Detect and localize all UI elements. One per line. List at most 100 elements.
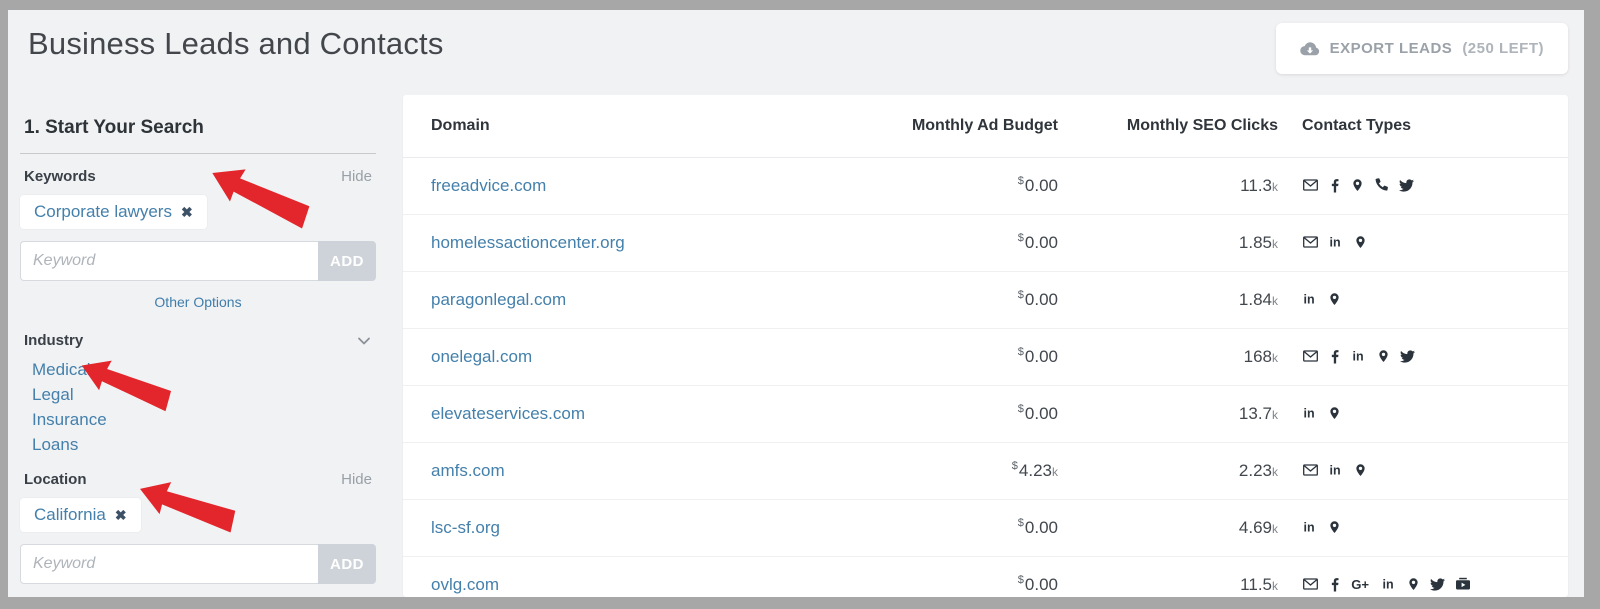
domain-link[interactable]: onelegal.com xyxy=(431,346,533,366)
google-plus-icon: G+ xyxy=(1351,577,1372,592)
svg-text:in: in xyxy=(1353,350,1364,364)
ad-budget-value: $0.00 xyxy=(883,556,1058,597)
email-icon xyxy=(1302,177,1319,193)
domain-link[interactable]: freeadvice.com xyxy=(431,175,547,195)
keyword-add-button[interactable]: ADD xyxy=(318,241,376,281)
domain-link[interactable]: ovlg.com xyxy=(431,574,500,594)
location-add-button[interactable]: ADD xyxy=(318,544,376,584)
linkedin-icon: in xyxy=(1328,462,1345,478)
other-options-link[interactable]: Other Options xyxy=(154,294,242,310)
page-title: Business Leads and Contacts xyxy=(28,26,444,61)
table-row: amfs.com $4.23k 2.23k in xyxy=(403,442,1568,500)
linkedin-icon: in xyxy=(1351,348,1368,364)
search-heading: 1. Start Your Search xyxy=(24,117,204,138)
table-row: paragonlegal.com $0.00 1.84k in xyxy=(403,271,1568,329)
table-row: lsc-sf.org $0.00 4.69k in xyxy=(403,499,1568,557)
contact-types: in xyxy=(1278,214,1568,272)
domain-link[interactable]: paragonlegal.com xyxy=(431,289,567,309)
location-hide-link[interactable]: Hide xyxy=(341,471,372,488)
location-pin-icon xyxy=(1407,576,1420,592)
linkedin-icon: in xyxy=(1328,234,1345,250)
search-sidebar: 1. Start Your Search Keywords Hide Corpo… xyxy=(20,95,376,584)
leads-table: Domain Monthly Ad Budget Monthly SEO Cli… xyxy=(403,95,1568,597)
seo-clicks-value: 11.3k xyxy=(1058,157,1278,215)
location-label: Location xyxy=(24,471,87,488)
export-leads-count: (250 LEFT) xyxy=(1462,40,1544,57)
facebook-icon xyxy=(1328,349,1342,364)
location-pin-icon xyxy=(1354,234,1367,250)
seo-clicks-value: 11.5k xyxy=(1058,556,1278,597)
table-body: freeadvice.com $0.00 11.3k homelessactionce… xyxy=(403,157,1568,597)
location-input-row: ADD xyxy=(20,544,376,584)
email-icon xyxy=(1302,348,1319,364)
phone-icon xyxy=(1373,177,1389,193)
ad-budget-value: $0.00 xyxy=(883,385,1058,443)
seo-clicks-value: 1.85k xyxy=(1058,214,1278,272)
x-icon[interactable]: ✖ xyxy=(114,507,127,523)
location-pin-icon xyxy=(1351,177,1364,193)
export-leads-button[interactable]: EXPORT LEADS (250 LEFT) xyxy=(1275,23,1568,74)
location-pin-icon xyxy=(1328,405,1341,421)
table-header-row: Domain Monthly Ad Budget Monthly SEO Cli… xyxy=(403,95,1568,158)
location-pin-icon xyxy=(1377,348,1390,364)
location-pin-icon xyxy=(1354,462,1367,478)
table-row: ovlg.com $0.00 11.5k G+ in xyxy=(403,556,1568,597)
location-pin-icon xyxy=(1328,291,1341,307)
twitter-icon xyxy=(1398,178,1415,193)
domain-link[interactable]: lsc-sf.org xyxy=(431,517,500,537)
keywords-hide-link[interactable]: Hide xyxy=(341,168,372,185)
column-header-seo-clicks: Monthly SEO Clicks xyxy=(1058,95,1278,158)
linkedin-icon: in xyxy=(1381,576,1398,592)
table-row: freeadvice.com $0.00 11.3k xyxy=(403,157,1568,215)
ad-budget-value: $0.00 xyxy=(883,328,1058,386)
main-content: 1. Start Your Search Keywords Hide Corpo… xyxy=(8,95,1584,597)
location-pin-icon xyxy=(1328,519,1341,535)
keyword-input[interactable] xyxy=(20,241,318,281)
email-icon xyxy=(1302,234,1319,250)
cloud-download-icon xyxy=(1299,41,1320,57)
contact-types: in xyxy=(1278,328,1568,386)
industry-option-loans[interactable]: Loans xyxy=(32,435,79,454)
x-icon[interactable]: ✖ xyxy=(180,204,193,220)
seo-clicks-value: 1.84k xyxy=(1058,271,1278,329)
industry-options: Medical Legal Insurance Loans xyxy=(32,357,376,457)
column-header-ad-budget: Monthly Ad Budget xyxy=(883,95,1058,158)
column-header-contact-types: Contact Types xyxy=(1278,95,1568,158)
industry-option-medical[interactable]: Medical xyxy=(32,360,91,379)
seo-clicks-value: 168k xyxy=(1058,328,1278,386)
contact-types: G+ in xyxy=(1278,556,1568,597)
domain-link[interactable]: homelessactioncenter.org xyxy=(431,232,625,252)
location-header-row: Location Hide xyxy=(20,471,376,488)
linkedin-icon: in xyxy=(1302,291,1319,307)
facebook-icon xyxy=(1328,577,1342,592)
domain-link[interactable]: amfs.com xyxy=(431,460,505,480)
location-tag-text: California xyxy=(34,505,106,524)
industry-option-legal[interactable]: Legal xyxy=(32,385,74,404)
chevron-down-icon[interactable] xyxy=(356,333,376,349)
contact-types: in xyxy=(1278,499,1568,557)
email-icon xyxy=(1302,576,1319,592)
table-row: onelegal.com $0.00 168k in xyxy=(403,328,1568,386)
keyword-tag-text: Corporate lawyers xyxy=(34,202,172,221)
domain-link[interactable]: elevateservices.com xyxy=(431,403,586,423)
email-icon xyxy=(1302,462,1319,478)
keywords-input-row: ADD xyxy=(20,241,376,281)
ad-budget-value: $0.00 xyxy=(883,214,1058,272)
svg-text:in: in xyxy=(1330,464,1341,478)
contact-types: in xyxy=(1278,271,1568,329)
industry-label: Industry xyxy=(24,332,84,349)
sidebar-divider xyxy=(20,153,376,154)
seo-clicks-value: 13.7k xyxy=(1058,385,1278,443)
ad-budget-value: $0.00 xyxy=(883,271,1058,329)
leads-table-card: Domain Monthly Ad Budget Monthly SEO Cli… xyxy=(403,95,1568,597)
table-row: elevateservices.com $0.00 13.7k in xyxy=(403,385,1568,443)
industry-option-insurance[interactable]: Insurance xyxy=(32,410,107,429)
svg-text:in: in xyxy=(1304,521,1315,535)
linkedin-icon: in xyxy=(1302,405,1319,421)
svg-text:G+: G+ xyxy=(1351,577,1369,592)
twitter-icon xyxy=(1399,349,1416,364)
location-input[interactable] xyxy=(20,544,318,584)
industry-header-row: Industry xyxy=(20,332,376,349)
keywords-header-row: Keywords Hide xyxy=(20,168,376,185)
keywords-tag-corporate-lawyers: Corporate lawyers ✖ xyxy=(20,195,207,229)
